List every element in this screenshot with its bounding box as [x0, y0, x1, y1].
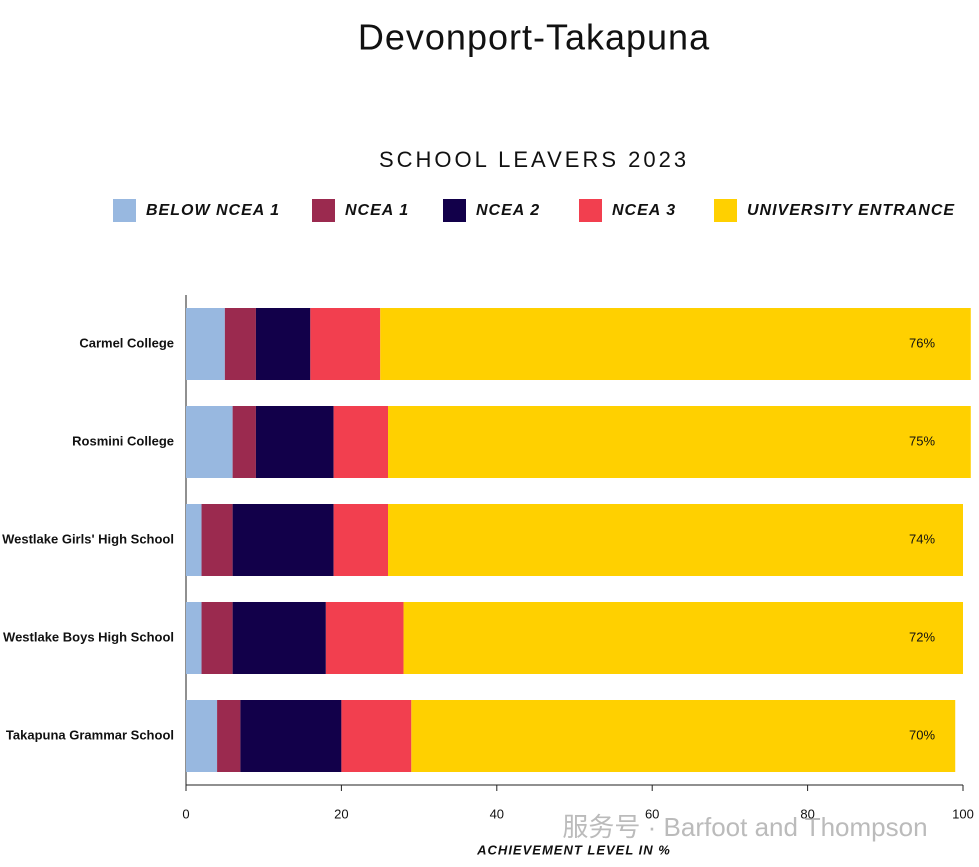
- bar-segment: [255, 406, 334, 478]
- x-axis-label: ACHIEVEMENT LEVEL IN %: [476, 842, 671, 857]
- x-tick-label: 100: [952, 806, 974, 821]
- bar-segment: [232, 406, 256, 478]
- bar-segment: [380, 308, 971, 380]
- x-tick-label: 60: [645, 806, 659, 821]
- value-label: 76%: [909, 335, 935, 350]
- bar-segment: [232, 504, 334, 576]
- legend-label: UNIVERSITY ENTRANCE: [747, 202, 955, 219]
- bar-segment: [341, 700, 412, 772]
- y-tick-label: Westlake Boys High School: [3, 629, 174, 644]
- bar-segment: [201, 504, 233, 576]
- value-label: 75%: [909, 433, 935, 448]
- y-tick-label: Carmel College: [79, 335, 174, 350]
- legend-label: NCEA 3: [612, 202, 676, 219]
- value-label: 70%: [909, 727, 935, 742]
- bar-segment: [255, 308, 311, 380]
- bar-segment: [217, 700, 241, 772]
- bar-segment: [333, 406, 389, 478]
- bar-segment: [186, 504, 202, 576]
- bar-segment: [240, 700, 342, 772]
- bar-segment: [333, 504, 389, 576]
- x-tick-label: 80: [800, 806, 814, 821]
- bar-segment: [232, 602, 326, 674]
- x-tick-label: 20: [334, 806, 348, 821]
- legend-swatch: [579, 199, 602, 222]
- bar-segment: [201, 602, 233, 674]
- legend-swatch: [113, 199, 136, 222]
- bar-segment: [325, 602, 404, 674]
- x-tick-label: 0: [182, 806, 189, 821]
- chart-title: Devonport-Takapuna: [358, 17, 710, 58]
- legend-swatch: [312, 199, 335, 222]
- y-tick-label: Takapuna Grammar School: [6, 727, 174, 742]
- legend-swatch: [714, 199, 737, 222]
- bar-segment: [388, 504, 963, 576]
- x-tick-label: 40: [490, 806, 504, 821]
- chart-subtitle: SCHOOL LEAVERS 2023: [379, 147, 689, 172]
- bar-segment: [186, 406, 233, 478]
- value-label: 72%: [909, 629, 935, 644]
- bar-segment: [403, 602, 963, 674]
- legend-label: NCEA 1: [345, 202, 409, 219]
- watermark: 服务号 · Barfoot and Thompson: [562, 812, 927, 842]
- bar-segment: [186, 308, 225, 380]
- bar-segment: [411, 700, 956, 772]
- legend-label: BELOW NCEA 1: [146, 202, 280, 219]
- bar-segment: [388, 406, 971, 478]
- bar-segment: [310, 308, 381, 380]
- y-tick-label: Westlake Girls' High School: [2, 531, 174, 546]
- bar-segment: [224, 308, 256, 380]
- legend-swatch: [443, 199, 466, 222]
- legend-label: NCEA 2: [476, 202, 540, 219]
- bar-segment: [186, 602, 202, 674]
- y-tick-label: Rosmini College: [72, 433, 174, 448]
- value-label: 74%: [909, 531, 935, 546]
- bar-segment: [186, 700, 218, 772]
